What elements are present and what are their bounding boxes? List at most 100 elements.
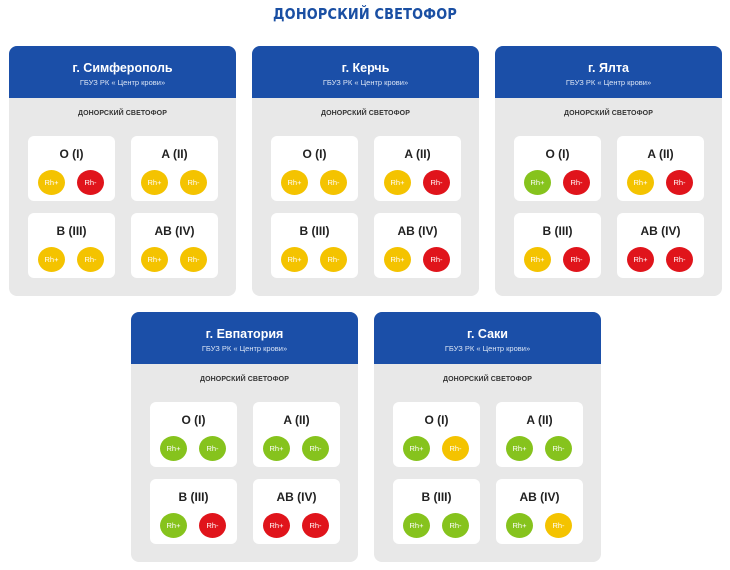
- city-name: г. Керчь: [341, 61, 390, 75]
- blood-group-a: A (II) Rh+ Rh-: [496, 402, 583, 467]
- rh-positive-indicator: Rh+: [263, 436, 290, 461]
- blood-group-ab: AB (IV) Rh+ Rh-: [617, 213, 704, 278]
- blood-group-ab: AB (IV) Rh+ Rh-: [253, 479, 340, 544]
- org-name: ГБУЗ РК « Центр крови»: [322, 78, 409, 87]
- rh-negative-indicator: Rh-: [77, 247, 104, 272]
- rh-positive-indicator: Rh+: [627, 247, 654, 272]
- blood-group-o: O (I) Rh+ Rh-: [28, 136, 115, 201]
- rh-positive-indicator: Rh+: [141, 247, 168, 272]
- city-name: г. Евпатория: [205, 327, 284, 341]
- blood-group-a: A (II) Rh+ Rh-: [617, 136, 704, 201]
- rh-positive-indicator: Rh+: [506, 436, 533, 461]
- blood-group-b: B (III) Rh+ Rh-: [28, 213, 115, 278]
- rh-negative-indicator: Rh-: [666, 170, 693, 195]
- blood-group-o: O (I) Rh+ Rh-: [271, 136, 358, 201]
- rh-positive-indicator: Rh+: [38, 247, 65, 272]
- rh-positive-indicator: Rh+: [160, 513, 187, 538]
- group-name: O (I): [424, 413, 449, 427]
- group-name: O (I): [181, 413, 206, 427]
- card-evpatoria: г. Евпатория ГБУЗ РК « Центр крови» ДОНО…: [131, 312, 358, 562]
- group-name: AB (IV): [519, 490, 560, 504]
- card-header: г. Ялта ГБУЗ РК « Центр крови»: [495, 46, 722, 98]
- rh-negative-indicator: Rh-: [320, 170, 347, 195]
- group-name: AB (IV): [397, 224, 438, 238]
- card-subtitle: ДОНОРСКИЙ СВЕТОФОР: [78, 110, 167, 117]
- city-name: г. Ялта: [588, 61, 629, 75]
- blood-group-b: B (III) Rh+ Rh-: [271, 213, 358, 278]
- rh-negative-indicator: Rh-: [442, 436, 469, 461]
- org-name: ГБУЗ РК « Центр крови»: [201, 344, 288, 353]
- card-header: г. Симферополь ГБУЗ РК « Центр крови»: [9, 46, 236, 98]
- rh-positive-indicator: Rh+: [384, 170, 411, 195]
- group-name: AB (IV): [640, 224, 681, 238]
- rh-positive-indicator: Rh+: [524, 247, 551, 272]
- group-name: A (II): [283, 413, 310, 427]
- rh-negative-indicator: Rh-: [563, 247, 590, 272]
- rh-positive-indicator: Rh+: [403, 436, 430, 461]
- blood-group-grid: O (I) Rh+ Rh- A (II) Rh+ Rh- B (III) Rh+…: [393, 402, 583, 544]
- blood-group-o: O (I) Rh+ Rh-: [150, 402, 237, 467]
- rh-negative-indicator: Rh-: [442, 513, 469, 538]
- blood-group-b: B (III) Rh+ Rh-: [150, 479, 237, 544]
- rh-positive-indicator: Rh+: [384, 247, 411, 272]
- rh-negative-indicator: Rh-: [545, 513, 572, 538]
- card-yalta: г. Ялта ГБУЗ РК « Центр крови» ДОНОРСКИЙ…: [495, 46, 722, 296]
- rh-negative-indicator: Rh-: [320, 247, 347, 272]
- blood-group-ab: AB (IV) Rh+ Rh-: [374, 213, 461, 278]
- blood-group-grid: O (I) Rh+ Rh- A (II) Rh+ Rh- B (III) Rh+…: [514, 136, 704, 278]
- blood-group-a: A (II) Rh+ Rh-: [253, 402, 340, 467]
- org-name: ГБУЗ РК « Центр крови»: [79, 78, 166, 87]
- blood-group-ab: AB (IV) Rh+ Rh-: [496, 479, 583, 544]
- rh-positive-indicator: Rh+: [506, 513, 533, 538]
- card-subtitle: ДОНОРСКИЙ СВЕТОФОР: [564, 110, 653, 117]
- rh-negative-indicator: Rh-: [423, 247, 450, 272]
- rh-positive-indicator: Rh+: [524, 170, 551, 195]
- card-header: г. Саки ГБУЗ РК « Центр крови»: [374, 312, 601, 364]
- group-name: O (I): [545, 147, 570, 161]
- rh-negative-indicator: Rh-: [77, 170, 104, 195]
- blood-group-ab: AB (IV) Rh+ Rh-: [131, 213, 218, 278]
- card-header: г. Керчь ГБУЗ РК « Центр крови»: [252, 46, 479, 98]
- group-name: A (II): [161, 147, 188, 161]
- rh-negative-indicator: Rh-: [666, 247, 693, 272]
- blood-group-o: O (I) Rh+ Rh-: [514, 136, 601, 201]
- group-name: B (III): [299, 224, 330, 238]
- rh-negative-indicator: Rh-: [302, 513, 329, 538]
- org-name: ГБУЗ РК « Центр крови»: [444, 344, 531, 353]
- rh-negative-indicator: Rh-: [545, 436, 572, 461]
- group-name: O (I): [302, 147, 327, 161]
- blood-group-a: A (II) Rh+ Rh-: [374, 136, 461, 201]
- city-name: г. Симферополь: [72, 61, 173, 75]
- city-name: г. Саки: [467, 327, 508, 341]
- rh-positive-indicator: Rh+: [263, 513, 290, 538]
- group-name: B (III): [421, 490, 452, 504]
- group-name: O (I): [59, 147, 84, 161]
- card-saki: г. Саки ГБУЗ РК « Центр крови» ДОНОРСКИЙ…: [374, 312, 601, 562]
- group-name: A (II): [647, 147, 674, 161]
- blood-group-grid: O (I) Rh+ Rh- A (II) Rh+ Rh- B (III) Rh+…: [271, 136, 461, 278]
- rh-positive-indicator: Rh+: [281, 170, 308, 195]
- rh-negative-indicator: Rh-: [199, 513, 226, 538]
- group-name: AB (IV): [276, 490, 317, 504]
- card-subtitle: ДОНОРСКИЙ СВЕТОФОР: [321, 110, 410, 117]
- rh-negative-indicator: Rh-: [180, 170, 207, 195]
- group-name: B (III): [178, 490, 209, 504]
- blood-group-o: O (I) Rh+ Rh-: [393, 402, 480, 467]
- group-name: A (II): [526, 413, 553, 427]
- blood-group-b: B (III) Rh+ Rh-: [514, 213, 601, 278]
- card-kerch: г. Керчь ГБУЗ РК « Центр крови» ДОНОРСКИ…: [252, 46, 479, 296]
- card-subtitle: ДОНОРСКИЙ СВЕТОФОР: [443, 376, 532, 383]
- rh-negative-indicator: Rh-: [423, 170, 450, 195]
- rh-positive-indicator: Rh+: [403, 513, 430, 538]
- group-name: A (II): [404, 147, 431, 161]
- rh-positive-indicator: Rh+: [627, 170, 654, 195]
- org-name: ГБУЗ РК « Центр крови»: [565, 78, 652, 87]
- group-name: B (III): [56, 224, 87, 238]
- card-subtitle: ДОНОРСКИЙ СВЕТОФОР: [200, 376, 289, 383]
- group-name: B (III): [542, 224, 573, 238]
- rh-positive-indicator: Rh+: [141, 170, 168, 195]
- rh-positive-indicator: Rh+: [160, 436, 187, 461]
- rh-positive-indicator: Rh+: [38, 170, 65, 195]
- rh-negative-indicator: Rh-: [302, 436, 329, 461]
- rh-negative-indicator: Rh-: [199, 436, 226, 461]
